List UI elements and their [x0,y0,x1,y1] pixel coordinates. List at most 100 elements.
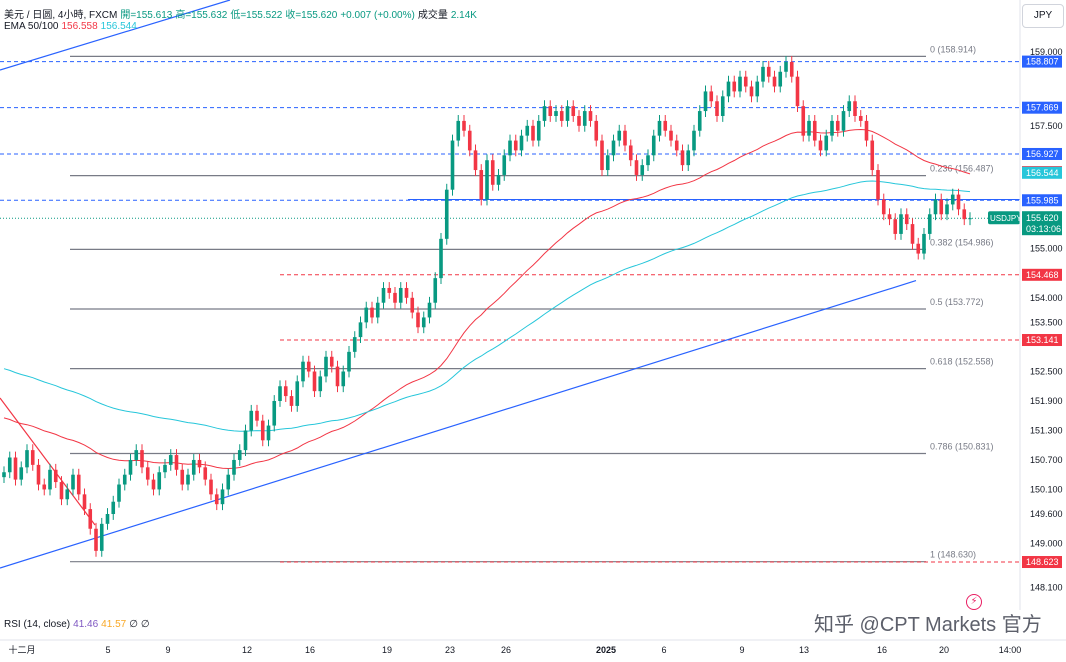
candle [289,396,294,406]
candle [772,76,777,87]
candle [157,472,162,490]
x-tick-label: 12 [242,645,252,655]
candle [600,140,604,171]
candle [266,425,271,441]
fibonacci-retracement: 0 (158.914) 0.236 (156.487) 0.382 (154.986… [70,44,994,563]
candle [117,484,121,502]
candle [663,120,668,131]
candle [835,120,840,131]
candle [766,66,771,77]
candle [651,135,656,156]
candle [462,120,466,131]
candle [715,101,719,116]
candle [301,361,305,382]
candle [421,317,426,328]
candle [71,474,75,490]
y-tick-label: 157.500 [1030,121,1063,131]
candle [370,307,374,318]
candle [617,130,622,141]
horizontal-levels: 158.807157.869156.927156.558156.544155.9… [0,55,1062,569]
ohlc-field-3: 低=155.522 [230,10,283,21]
candle [381,287,386,303]
candle [283,386,288,397]
currency-button[interactable]: JPY [1022,4,1064,28]
x-tick-label: 19 [382,645,392,655]
rsi-field-0: RSI (14, close) [4,619,71,630]
candle [260,420,265,441]
y-tick-label: 153.500 [1030,317,1063,327]
candle [404,287,409,298]
ohlc-field-6: 成交量 [417,10,448,21]
x-tick-label: 十二月 [8,644,35,655]
candle [945,204,949,215]
candle [272,400,277,426]
candle [554,111,558,116]
price-label: 153.141 [1026,335,1059,345]
candle [496,174,501,185]
ohlc-field-1: 開=155.613 [120,10,173,21]
candle [134,450,139,460]
candle [939,199,944,215]
ema-field-1: 156.558 [61,21,98,32]
symbol-legend: 美元 / 日圆, 4小時, FXCM 開=155.613 高=155.632 低=15… [4,6,480,21]
candle [686,150,691,166]
candle [410,297,415,313]
price-label-bg [1022,101,1062,114]
lightning-icon[interactable]: ⚡ [966,594,982,610]
ema-100-line [3,180,971,432]
rsi-field-2: 41.57 [101,619,127,630]
candle [168,455,173,465]
x-tick-label: 23 [445,645,455,655]
x-tick-label: 14:00 [999,645,1022,655]
candle [393,292,397,303]
candle [306,361,311,372]
fib-level-label: 0.618 (152.558) [930,357,994,367]
price-label: 156.927 [1026,149,1059,159]
candle [214,494,219,505]
x-tick-label: 16 [877,645,887,655]
candle [105,514,110,524]
ohlc-field-0: 美元 / 日圆, 4小時, FXCM [4,10,118,21]
x-tick-label: 5 [105,645,110,655]
rsi-legend: RSI (14, close) 41.46 41.57 ∅ ∅ [4,619,153,630]
price-label: 154.468 [1026,270,1059,280]
y-tick-label: 149.000 [1030,538,1063,548]
candle [910,224,915,244]
candle [375,302,380,318]
candle [122,474,127,485]
ohlc-field-5: +0.007 (+0.00%) [340,10,415,21]
candle [749,86,754,97]
symbol-tag [988,211,1020,225]
candle [220,489,225,505]
candle [347,351,351,372]
candle [697,111,702,131]
candle [922,233,926,254]
watermark: 知乎 @CPT Markets 官方 [814,614,1042,636]
x-tick-label: 2025 [596,645,616,655]
ema-legend: EMA 50/100 156.558 156.544 [4,21,140,32]
candle [761,66,765,82]
candle [36,464,41,485]
candle [398,287,403,303]
candle [594,120,599,141]
x-tick-label: 9 [165,645,170,655]
candle [249,410,254,431]
fib-level-label: 1 (148.630) [930,550,976,560]
candle [513,140,518,151]
candle [858,115,863,121]
ohlc-field-4: 收=155.620 [285,10,338,21]
candle [577,115,581,126]
y-tick-label: 159.000 [1030,47,1063,57]
candle [508,140,512,156]
candle [726,81,731,97]
candle [502,155,507,175]
candle [59,482,64,500]
fib-level-label: 0 (158.914) [930,44,976,54]
candle [82,494,87,510]
candle [341,371,346,387]
x-tick-label: 16 [305,645,315,655]
down-trendline [0,397,96,526]
candle [812,120,817,141]
candle [950,194,955,205]
